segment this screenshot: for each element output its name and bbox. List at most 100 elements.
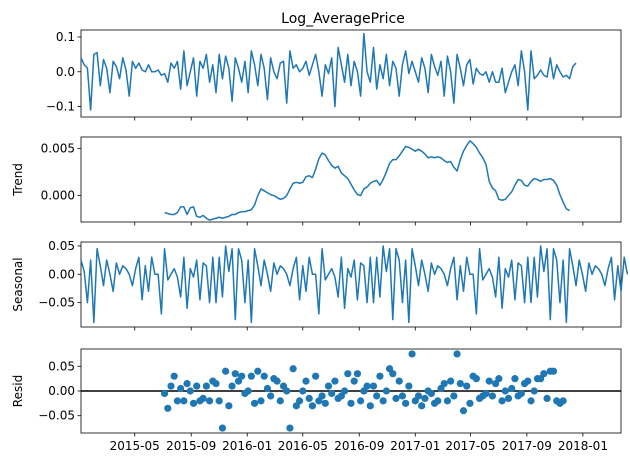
resid-point	[485, 377, 493, 385]
resid-point	[366, 402, 374, 410]
resid-point	[254, 367, 262, 375]
x-tick-label: 2017-09	[502, 439, 552, 453]
resid-point	[160, 389, 169, 398]
resid-point	[549, 367, 558, 375]
resid-point	[376, 372, 384, 380]
resid-point	[205, 397, 214, 405]
resid-point	[369, 382, 378, 390]
y-tick-label-seasonal: 0.00	[48, 267, 75, 281]
resid-point	[450, 392, 458, 400]
y-tick-label-seasonal: −0.05	[38, 296, 75, 310]
y-tick-label-resid: 0.05	[48, 359, 75, 373]
resid-point	[299, 387, 307, 395]
resid-point	[324, 382, 333, 390]
resid-point	[244, 387, 252, 395]
resid-point	[447, 377, 455, 385]
resid-point	[180, 397, 188, 405]
resid-point	[488, 392, 497, 400]
resid-point	[302, 377, 310, 385]
resid-point	[414, 392, 423, 400]
y-tick-label-observed: −0.1	[46, 100, 75, 114]
resid-point	[363, 382, 371, 390]
resid-point	[373, 392, 381, 400]
resid-point	[398, 392, 407, 400]
resid-point	[463, 382, 471, 390]
resid-point	[357, 397, 365, 405]
resid-point	[228, 382, 236, 390]
resid-point	[482, 389, 490, 398]
resid-point	[453, 350, 461, 358]
resid-point	[273, 377, 281, 385]
resid-point	[276, 397, 284, 405]
y-tick-label-seasonal: 0.05	[48, 239, 75, 253]
y-tick-label-resid: 0.00	[48, 384, 75, 398]
resid-point	[501, 387, 509, 395]
y-axis-label-trend: Trend	[11, 163, 25, 197]
resid-point	[238, 372, 246, 380]
resid-point	[340, 387, 349, 395]
resid-point	[540, 370, 548, 378]
resid-point	[286, 424, 294, 432]
x-tick-label: 2015-05	[110, 439, 160, 453]
resid-point	[250, 399, 259, 407]
resid-point	[189, 399, 198, 407]
x-tick-label: 2016-01	[222, 439, 272, 453]
resid-point	[543, 394, 551, 403]
resid-point	[312, 372, 320, 380]
resid-point	[183, 379, 191, 388]
resid-point	[193, 382, 201, 390]
y-tick-label-observed: 0.1	[56, 30, 75, 44]
series-line-trend	[164, 140, 570, 221]
resid-point	[511, 375, 519, 383]
resid-point	[186, 387, 194, 395]
resid-point	[215, 397, 223, 405]
x-tick-label: 2016-05	[278, 439, 328, 453]
resid-point	[517, 389, 525, 398]
resid-point	[344, 370, 352, 378]
resid-point	[247, 372, 255, 380]
resid-point	[305, 394, 313, 403]
resid-point	[263, 384, 272, 393]
resid-point	[167, 382, 175, 390]
resid-point	[260, 372, 268, 380]
series-line-observed	[80, 32, 577, 111]
resid-point	[170, 372, 178, 380]
resid-point	[418, 402, 426, 410]
chart-title: Log_AveragePrice	[281, 11, 405, 27]
x-tick-label: 2018-01	[558, 439, 608, 453]
y-tick-label-resid: −0.05	[38, 409, 75, 423]
y-tick-label-trend: 0.005	[41, 141, 75, 155]
resid-point	[257, 397, 265, 405]
panel-frame-trend	[80, 136, 622, 223]
resid-point	[559, 397, 567, 405]
resid-point	[379, 397, 387, 405]
resid-point	[459, 407, 468, 415]
resid-point	[222, 367, 230, 375]
resid-point	[402, 399, 410, 407]
resid-point	[389, 370, 397, 378]
resid-point	[295, 397, 304, 405]
x-tick-label: 2017-05	[445, 439, 495, 453]
resid-point	[524, 377, 532, 385]
resid-point	[173, 397, 182, 405]
resid-point	[504, 394, 513, 403]
resid-point	[328, 389, 336, 398]
resid-point	[353, 370, 362, 378]
resid-point	[225, 402, 233, 410]
resid-point	[350, 377, 358, 385]
resid-point	[199, 394, 207, 403]
resid-point	[443, 397, 452, 405]
resid-point	[456, 379, 464, 388]
resid-point	[495, 375, 503, 383]
series-line-seasonal	[80, 245, 629, 324]
resid-point	[472, 375, 480, 383]
resid-point	[308, 402, 317, 410]
resid-point	[434, 397, 442, 405]
resid-point	[408, 350, 416, 358]
resid-point	[202, 382, 210, 390]
y-axis-label-seasonal: Seasonal	[11, 257, 25, 311]
y-axis-label-resid: Resid	[11, 375, 25, 407]
resid-point	[164, 404, 172, 412]
resid-point	[318, 392, 326, 400]
y-tick-label-trend: 0.000	[41, 189, 75, 203]
